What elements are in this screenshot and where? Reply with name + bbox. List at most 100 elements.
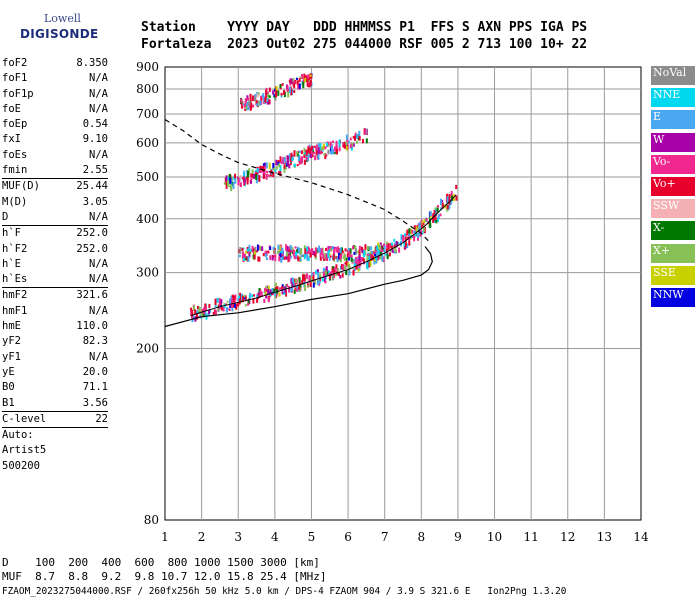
echo-mark <box>325 271 328 275</box>
echo-mark <box>297 247 300 254</box>
param-value: 3.56 <box>82 396 108 409</box>
echo-mark <box>344 141 346 149</box>
echo-mark <box>288 249 291 252</box>
echo-mark <box>363 250 366 258</box>
echo-mark <box>382 245 385 251</box>
echo-mark <box>366 246 369 250</box>
echo-mark <box>318 281 321 286</box>
echo-mark <box>437 205 440 208</box>
echo-mark <box>292 278 295 286</box>
echo-mark <box>344 248 347 252</box>
echo-mark <box>250 180 253 184</box>
echo-mark <box>281 286 284 289</box>
echo-mark <box>397 242 400 245</box>
param-label: yF1 <box>2 350 21 363</box>
echo-mark <box>329 146 332 153</box>
echo-mark <box>309 282 312 287</box>
echo-mark <box>265 285 268 290</box>
echo-mark <box>267 296 270 303</box>
echo-mark <box>394 242 397 245</box>
echo-mark <box>293 255 296 260</box>
echo-mark <box>322 143 325 147</box>
param-label: h`F <box>2 227 21 240</box>
echo-mark <box>274 287 277 293</box>
echo-mark <box>193 305 195 311</box>
echo-mark <box>308 77 311 81</box>
echo-mark <box>345 257 348 261</box>
echo-mark <box>205 306 207 311</box>
echo-mark <box>266 285 269 289</box>
echo-mark <box>279 251 282 258</box>
echo-mark <box>319 273 322 278</box>
echo-mark <box>324 146 327 150</box>
echo-mark <box>285 155 288 162</box>
echo-mark <box>448 203 451 209</box>
echo-mark <box>202 311 205 318</box>
echo-mark <box>325 266 328 273</box>
echo-mark <box>317 143 320 148</box>
x-tick-label: 11 <box>524 530 539 544</box>
y-tick-label: 400 <box>136 212 159 226</box>
echo-mark <box>357 250 360 254</box>
echo-mark <box>307 282 310 288</box>
x-tick-label: 13 <box>597 530 612 544</box>
echo-mark <box>295 285 298 292</box>
echo-mark <box>370 250 373 254</box>
echo-mark <box>244 256 247 261</box>
echo-mark <box>353 267 356 272</box>
echo-mark <box>262 93 265 99</box>
echo-mark <box>236 303 239 307</box>
echo-mark <box>304 248 307 255</box>
echo-mark <box>233 295 236 299</box>
param-value: N/A <box>89 210 108 223</box>
echo-mark <box>269 246 272 250</box>
echo-mark <box>441 202 444 209</box>
echo-mark <box>268 95 271 98</box>
echo-mark <box>373 259 376 265</box>
parameter-table: foF2 8.350 foF1 N/A foF1p N/A foE N/A foEp 0.54 fx… <box>2 56 108 474</box>
echo-mark <box>358 249 361 255</box>
echo-mark <box>260 291 263 297</box>
echo-mark <box>327 252 330 258</box>
param-label: foF1 <box>2 72 28 85</box>
echo-mark <box>264 162 266 170</box>
param-value: N/A <box>89 102 108 115</box>
echo-mark <box>307 146 310 153</box>
echo-mark <box>312 150 315 154</box>
echo-mark <box>217 308 220 313</box>
echo-mark <box>354 132 357 137</box>
echo-mark <box>265 289 268 292</box>
param-value: N/A <box>89 148 108 161</box>
echo-mark <box>317 272 320 280</box>
echo-mark <box>441 199 444 203</box>
echo-mark <box>455 184 458 190</box>
echo-mark <box>328 257 331 261</box>
param-value: N/A <box>89 273 108 286</box>
echo-mark <box>228 173 231 180</box>
echo-mark <box>256 103 259 107</box>
echo-mark <box>298 287 301 293</box>
echo-mark <box>300 160 303 165</box>
echo-mark <box>344 265 347 270</box>
echo-mark <box>266 170 269 174</box>
echo-mark <box>315 149 318 156</box>
echo-mark <box>285 290 288 297</box>
echo-mark <box>272 246 275 250</box>
echo-mark <box>267 250 270 254</box>
echo-mark <box>273 94 276 98</box>
echo-mark <box>335 145 338 148</box>
echo-mark <box>288 80 291 83</box>
echo-mark <box>310 150 313 155</box>
echo-mark <box>273 95 276 99</box>
echo-mark <box>376 245 379 251</box>
echo-mark <box>398 247 401 253</box>
echo-mark <box>308 275 311 283</box>
echo-mark <box>257 256 260 262</box>
param-value: 252.0 <box>76 242 108 255</box>
echo-mark <box>318 245 321 252</box>
echo-mark <box>284 163 287 170</box>
echo-mark <box>341 264 343 270</box>
echo-mark <box>265 250 268 255</box>
echo-mark <box>344 262 347 265</box>
param-row: MUF(D) 25.44 <box>2 178 108 194</box>
